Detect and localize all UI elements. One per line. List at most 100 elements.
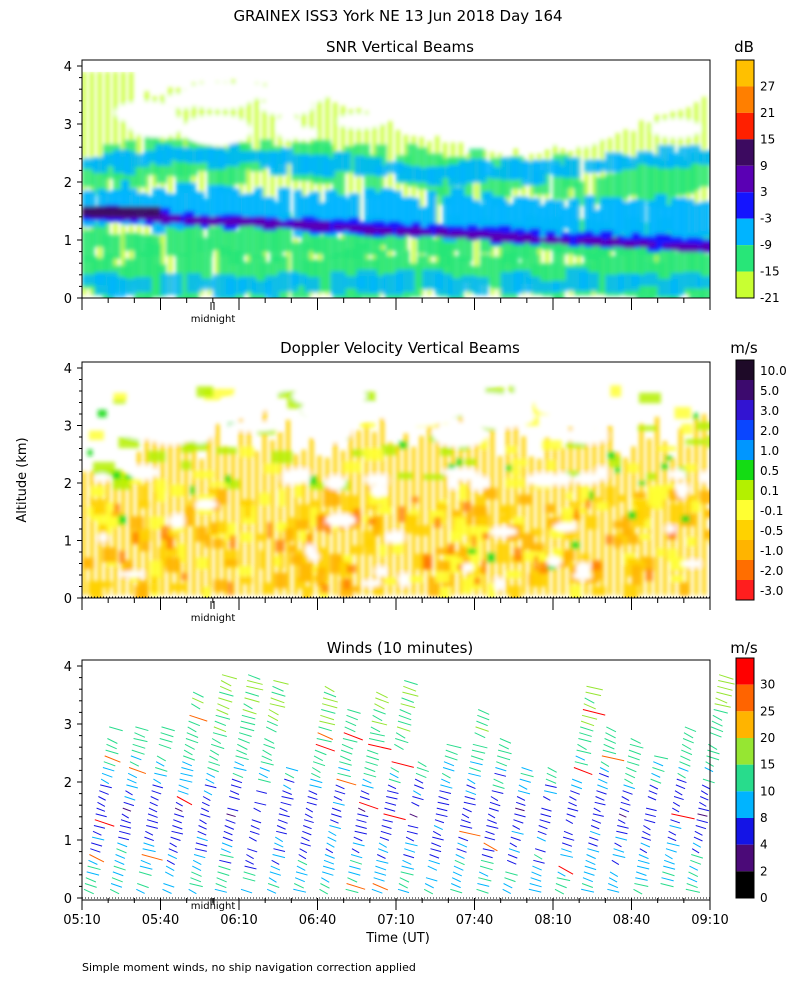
wind-barb	[648, 790, 658, 795]
snr-cell	[479, 254, 492, 285]
wind-barb	[331, 807, 342, 812]
colorbar-label: 10	[760, 784, 775, 798]
wind-barb	[192, 691, 204, 698]
snr-cell	[529, 236, 539, 243]
wind-barb	[242, 877, 256, 882]
wind-barb	[467, 778, 476, 785]
wind-barb	[198, 825, 207, 830]
wind-barb	[713, 709, 728, 714]
y-tick-label: 2	[64, 776, 72, 791]
wind-barb	[710, 726, 724, 733]
wind-barb	[218, 697, 233, 703]
wind-barb	[475, 726, 489, 732]
doppler-cell	[585, 498, 591, 509]
snr-cell	[411, 198, 420, 239]
colorbar-label: 27	[760, 79, 775, 93]
wind-barb	[306, 801, 317, 806]
wind-barb	[471, 749, 486, 754]
wind-barb	[174, 807, 183, 812]
wind-barb	[240, 888, 253, 894]
snr-cell	[333, 238, 345, 257]
wind-barb	[395, 732, 406, 739]
wind-barb	[100, 784, 112, 789]
snr-cell	[364, 226, 374, 236]
snr-cell	[631, 199, 646, 237]
wind-barb	[407, 825, 419, 829]
colorbar-swatch	[736, 440, 754, 460]
snr-y-axis: 0 1 2 3 4	[64, 60, 82, 307]
wind-barb	[220, 848, 231, 854]
snr-cell	[592, 209, 603, 234]
wind-barb	[399, 877, 410, 883]
doppler-cell	[586, 515, 598, 530]
snr-cell	[246, 193, 257, 221]
snr-cell	[573, 181, 586, 206]
doppler-cell	[181, 444, 194, 453]
snr-cell	[553, 237, 562, 243]
wind-barb	[669, 825, 682, 829]
doppler-cell	[278, 489, 286, 507]
wind-barb	[171, 830, 184, 835]
doppler-cell	[274, 572, 288, 589]
wind-barb	[639, 848, 648, 854]
snr-cell	[427, 223, 440, 237]
snr-cell	[168, 194, 179, 228]
doppler-cell	[690, 500, 701, 513]
colorbar-label: -2.0	[760, 564, 783, 578]
snr-cell	[223, 218, 234, 226]
doppler-cell	[242, 576, 253, 585]
wind-barb	[402, 691, 419, 697]
wind-barb	[598, 772, 609, 778]
y-tick-label: 3	[64, 118, 72, 133]
wind-barb	[179, 778, 193, 783]
doppler-cell	[681, 515, 690, 523]
snr-cell	[388, 221, 401, 236]
wind-barb	[541, 807, 552, 812]
wind-barb	[709, 732, 722, 738]
wind-barb	[439, 790, 452, 794]
colorbar-swatch	[736, 738, 754, 765]
x-tick-label: 07:10	[377, 913, 414, 928]
doppler-cell	[343, 578, 350, 590]
wind-barb	[100, 778, 110, 785]
wind-barb	[91, 842, 103, 847]
wind-barb	[97, 801, 106, 807]
wind-barb	[139, 865, 153, 870]
doppler-cell	[217, 489, 228, 505]
winds-panel-title: Winds (10 minutes)	[327, 639, 474, 657]
wind-barb	[415, 772, 427, 779]
doppler-gap	[553, 522, 578, 532]
doppler-cell	[514, 547, 522, 562]
wind-barb	[377, 848, 389, 854]
doppler-cell	[118, 550, 126, 564]
snr-cell	[176, 147, 190, 162]
snr-cell	[218, 152, 230, 166]
snr-cell	[696, 276, 710, 289]
snr-cell	[702, 201, 710, 238]
doppler-gap	[557, 389, 579, 400]
wind-barb	[221, 842, 233, 848]
wind-barb	[533, 854, 543, 860]
wind-barb	[578, 738, 592, 743]
wind-barb	[370, 726, 381, 733]
wind-barb	[516, 801, 526, 806]
wind-barb	[626, 761, 640, 766]
snr-cell	[168, 87, 173, 296]
wind-barb	[146, 819, 159, 824]
wind-barb	[664, 854, 673, 860]
wind-barb	[322, 697, 338, 703]
wind-barb	[477, 714, 490, 721]
doppler-cell	[505, 408, 510, 596]
doppler-gap	[432, 422, 487, 447]
snr-cell	[699, 254, 710, 298]
snr-units-label: dB	[734, 38, 754, 56]
doppler-cell	[458, 484, 467, 501]
wind-barb	[281, 796, 294, 800]
doppler-cell	[456, 458, 463, 467]
wind-barb	[451, 883, 461, 889]
wind-barb	[223, 830, 233, 836]
snr-cell	[513, 270, 531, 293]
doppler-cell	[702, 414, 707, 596]
wind-barb	[683, 732, 694, 739]
